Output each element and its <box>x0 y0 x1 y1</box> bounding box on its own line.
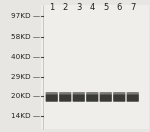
Text: 4: 4 <box>90 3 95 12</box>
FancyBboxPatch shape <box>46 92 58 102</box>
FancyBboxPatch shape <box>73 92 85 102</box>
FancyBboxPatch shape <box>59 95 71 101</box>
FancyBboxPatch shape <box>100 92 112 102</box>
FancyBboxPatch shape <box>46 95 58 101</box>
Text: 40KD —: 40KD — <box>11 54 40 60</box>
Text: 2: 2 <box>63 3 68 12</box>
Text: 6: 6 <box>117 3 122 12</box>
Text: 7: 7 <box>130 3 135 12</box>
FancyBboxPatch shape <box>100 95 112 101</box>
FancyBboxPatch shape <box>40 5 149 129</box>
Text: 1: 1 <box>49 3 54 12</box>
FancyBboxPatch shape <box>113 92 125 102</box>
Text: 14KD —: 14KD — <box>11 113 40 119</box>
FancyBboxPatch shape <box>127 95 139 101</box>
Text: 5: 5 <box>103 3 108 12</box>
FancyBboxPatch shape <box>113 95 125 101</box>
FancyBboxPatch shape <box>86 92 98 102</box>
FancyBboxPatch shape <box>86 95 98 101</box>
Text: 3: 3 <box>76 3 81 12</box>
FancyBboxPatch shape <box>59 92 71 102</box>
Text: 20KD —: 20KD — <box>11 93 40 99</box>
Text: 58KD —: 58KD — <box>11 34 40 40</box>
FancyBboxPatch shape <box>73 95 85 101</box>
Text: 29KD —: 29KD — <box>11 74 40 80</box>
Text: 97KD —: 97KD — <box>11 13 40 19</box>
FancyBboxPatch shape <box>127 92 139 102</box>
